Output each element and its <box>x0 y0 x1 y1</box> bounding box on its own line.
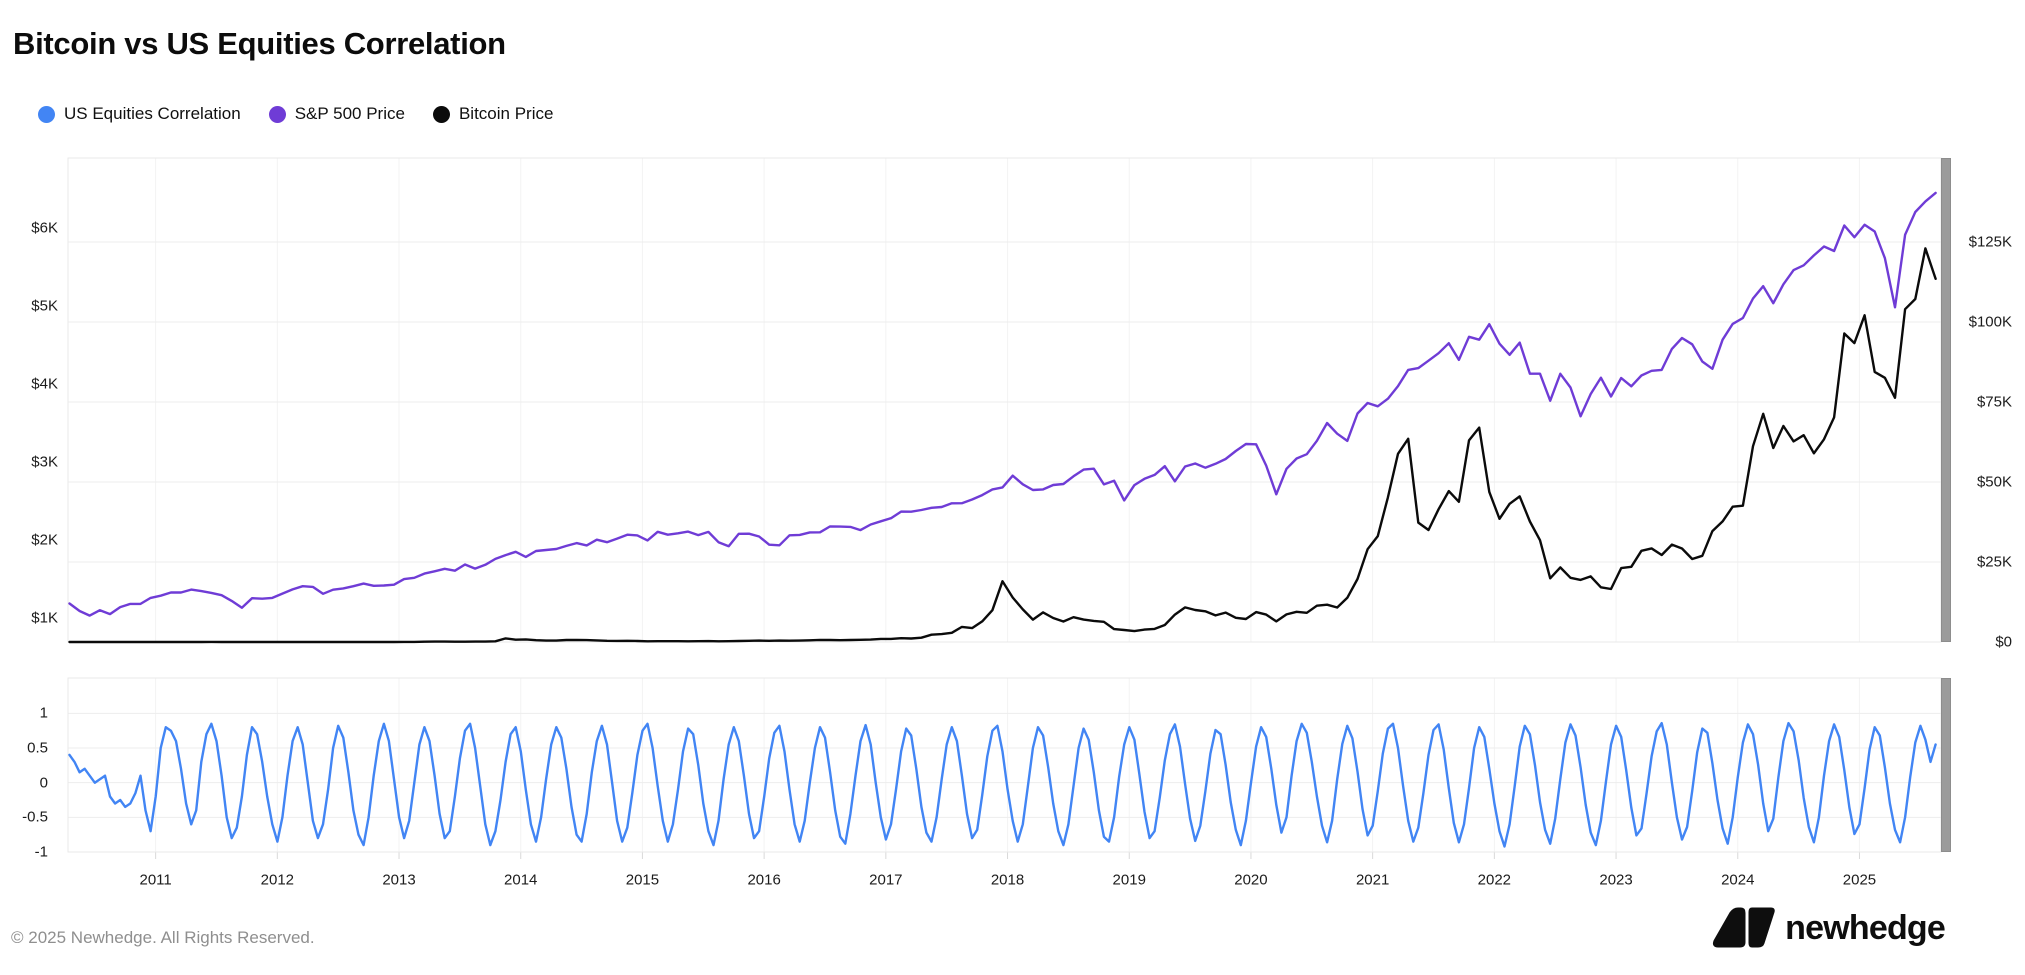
legend-label: S&P 500 Price <box>294 104 405 123</box>
page-title: Bitcoin vs US Equities Correlation <box>13 26 506 61</box>
legend-item-us-equities-correlation[interactable]: US Equities Correlation <box>38 104 241 124</box>
series-line-s-p-500-price <box>68 191 1937 617</box>
legend-dot-blue-icon <box>38 105 55 123</box>
legend-item-sp500-price[interactable]: S&P 500 Price <box>268 104 405 124</box>
newhedge-logo-icon <box>1713 907 1775 948</box>
legend-label: Bitcoin Price <box>458 104 554 123</box>
series-line-us-equities-correlation <box>68 721 1937 848</box>
brand-name: newhedge <box>1785 908 1946 947</box>
legend-dot-purple-icon <box>268 105 286 123</box>
legend: US Equities Correlation S&P 500 Price Bi… <box>38 104 581 124</box>
legend-dot-black-icon <box>432 105 450 123</box>
correlation-chart-scrollbar[interactable] <box>1941 678 1951 852</box>
main-chart-scrollbar[interactable] <box>1941 158 1951 642</box>
copyright-text: © 2025 Newhedge. All Rights Reserved. <box>11 928 315 947</box>
series-line-bitcoin-price <box>68 247 1937 644</box>
legend-label: US Equities Correlation <box>64 104 241 123</box>
brand-logo: newhedge <box>1711 906 1946 950</box>
legend-item-bitcoin-price[interactable]: Bitcoin Price <box>432 104 554 124</box>
